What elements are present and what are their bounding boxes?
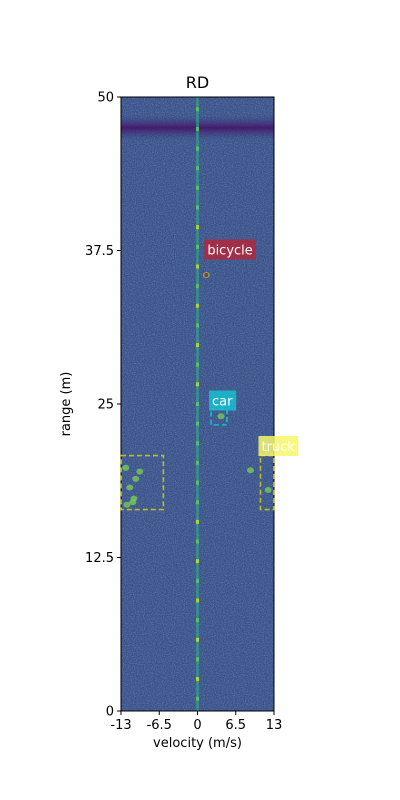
zero-line-speckle	[196, 402, 199, 406]
zero-line-speckle	[196, 559, 199, 564]
bicycle-label-text: bicycle	[207, 244, 252, 259]
zero-line-speckle	[196, 696, 199, 701]
target-returns	[122, 272, 272, 508]
car-label-text: car	[212, 395, 233, 410]
zero-line-speckle	[196, 382, 199, 387]
zero-line-speckle	[196, 618, 199, 623]
zero-line-speckle	[196, 441, 199, 446]
bicycle-label: bicycle	[204, 239, 256, 260]
truck-label-text: truck	[261, 440, 295, 455]
x-tick-label: -6.5	[147, 718, 172, 733]
zero-line-speckle	[196, 637, 199, 642]
zero-line-speckle	[196, 539, 199, 544]
zero-line-speckle	[196, 598, 199, 603]
zero-line-speckle	[196, 421, 199, 426]
car-label-bg	[209, 390, 237, 411]
return-blob	[246, 467, 254, 474]
return-blob	[129, 499, 137, 506]
x-tick-label: 13	[266, 718, 283, 733]
y-tick-label: 0	[106, 705, 114, 720]
zero-line-speckle	[196, 460, 199, 465]
return-blob	[264, 486, 272, 493]
annotations: bicycle car truck	[120, 239, 299, 511]
bicycle-label-bg	[204, 239, 256, 260]
truck-label-bg	[258, 435, 299, 456]
x-tick-label: 6.5	[225, 718, 246, 733]
zero-line-speckle	[196, 500, 199, 505]
zero-line-speckle	[196, 185, 199, 190]
zero-line-speckle	[196, 205, 199, 210]
x-axis-label: velocity (m/s)	[153, 736, 242, 751]
zero-line-speckle	[196, 107, 199, 112]
return-blob	[123, 501, 131, 508]
x-axis: -13 -6.5 0 6.5 13	[110, 711, 282, 733]
zero-line-speckle	[196, 166, 199, 171]
zero-line-speckle	[196, 146, 199, 151]
zero-line-speckle	[196, 264, 199, 269]
y-axis-label: range (m)	[59, 372, 74, 437]
y-tick-label: 50	[97, 91, 114, 106]
return-blob	[217, 413, 225, 420]
zero-doppler-line	[196, 97, 199, 711]
zero-line-speckle	[196, 480, 199, 485]
return-blob	[126, 484, 134, 491]
zero-line-speckle	[196, 323, 199, 328]
x-tick-label: -13	[110, 718, 131, 733]
y-axis: 0 12.5 25 37.5 50	[85, 91, 121, 720]
truck-label: truck	[258, 435, 299, 456]
zero-line-speckle	[196, 303, 199, 308]
return-blob	[132, 475, 140, 482]
zero-line-speckle	[196, 284, 199, 289]
y-tick-label: 12.5	[85, 551, 114, 566]
zero-line-speckle	[196, 519, 199, 524]
chart-title: RD	[186, 73, 209, 92]
zero-line-speckle	[196, 225, 199, 230]
bicycle-marker	[204, 273, 209, 278]
zero-line-speckle	[196, 126, 199, 131]
return-blob	[122, 464, 130, 471]
truck-box	[259, 454, 275, 511]
x-tick-label: 0	[193, 718, 201, 733]
zero-line-speckle	[196, 343, 199, 348]
return-blob	[136, 468, 144, 475]
zero-line-speckle	[196, 677, 199, 682]
y-tick-label: 37.5	[85, 244, 114, 259]
zero-line-speckle	[196, 362, 199, 367]
zero-line-speckle	[196, 578, 199, 583]
car-label: car	[209, 390, 237, 411]
y-tick-label: 25	[97, 398, 114, 413]
plot-area	[121, 97, 274, 711]
zero-line-speckle	[196, 657, 199, 662]
zero-line-speckle	[196, 244, 199, 249]
